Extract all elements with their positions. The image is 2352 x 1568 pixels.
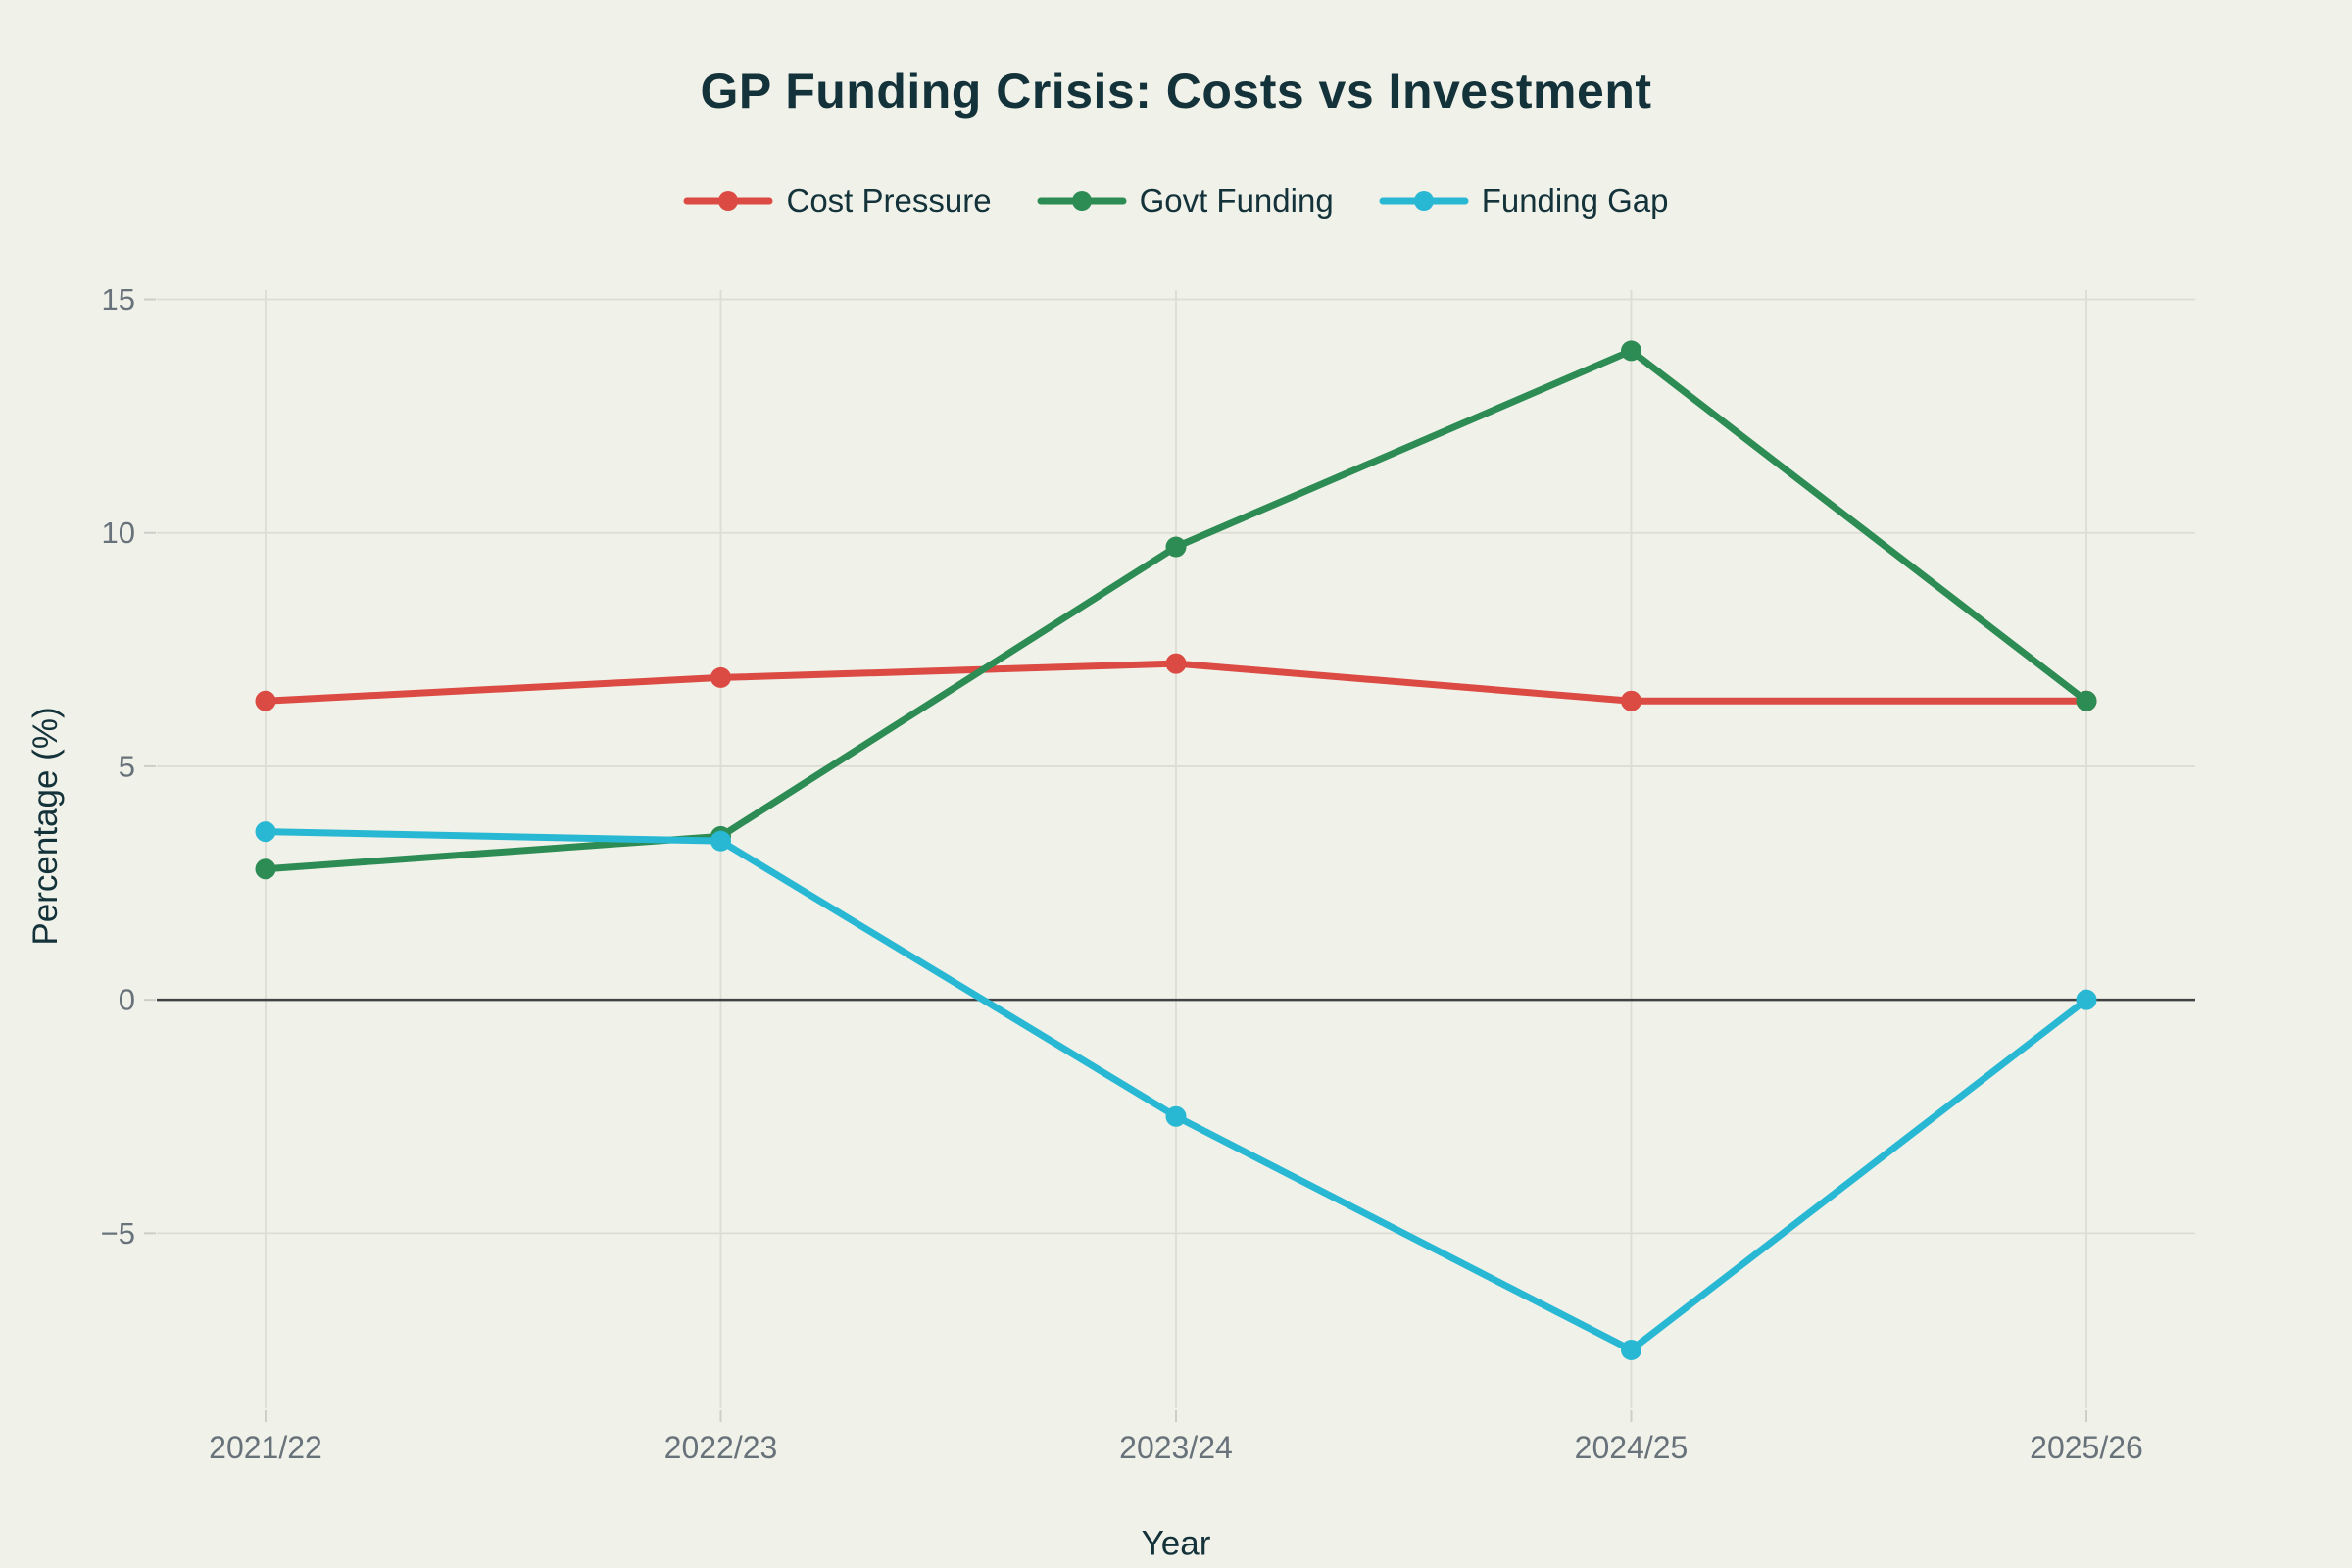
y-tick-label-5: −5 bbox=[101, 1216, 135, 1250]
data-point-govt-funding-2025-26 bbox=[2076, 690, 2097, 711]
legend-swatch-dot-cost-pressure bbox=[718, 191, 739, 211]
legend-swatch-dot-govt-funding bbox=[1071, 191, 1092, 211]
chart-title: GP Funding Crisis: Costs vs Investment bbox=[700, 64, 1652, 119]
data-series-layer bbox=[255, 340, 2097, 1360]
data-point-funding-gap-2023-24 bbox=[1165, 1105, 1187, 1127]
data-point-govt-funding-2023-24 bbox=[1165, 536, 1187, 558]
y-tick-label-15: 15 bbox=[102, 282, 135, 317]
x-tick-label-2023-24: 2023/24 bbox=[1119, 1430, 1233, 1465]
legend-item-cost-pressure: Cost Pressure bbox=[683, 182, 992, 220]
data-point-govt-funding-2024-25 bbox=[1621, 340, 1642, 362]
data-point-funding-gap-2021-22 bbox=[255, 821, 276, 843]
y-tick-label-5: 5 bbox=[119, 749, 135, 783]
horizontal-gridlines bbox=[157, 298, 2195, 1235]
legend-swatch-govt-funding bbox=[1037, 191, 1127, 211]
legend-swatch-cost-pressure bbox=[683, 191, 773, 211]
legend-label-cost-pressure: Cost Pressure bbox=[786, 182, 992, 219]
data-point-cost-pressure-2023-24 bbox=[1165, 653, 1187, 674]
x-tick-label-2024-25: 2024/25 bbox=[1575, 1430, 1689, 1465]
data-point-funding-gap-2024-25 bbox=[1621, 1339, 1642, 1360]
x-axis-title: Year bbox=[1142, 1525, 1211, 1563]
x-tick-label-2022-23: 2022/23 bbox=[664, 1430, 778, 1465]
legend-label-govt-funding: Govt Funding bbox=[1139, 182, 1334, 219]
data-point-funding-gap-2022-23 bbox=[710, 830, 731, 852]
legend-swatch-funding-gap bbox=[1379, 191, 1469, 211]
legend: Cost Pressure Govt Funding Funding Gap bbox=[0, 177, 2352, 224]
legend-item-funding-gap: Funding Gap bbox=[1379, 182, 1669, 220]
y-tick-label-0: 0 bbox=[119, 983, 135, 1017]
data-point-funding-gap-2025-26 bbox=[2076, 989, 2097, 1010]
legend-swatch-dot-funding-gap bbox=[1413, 191, 1434, 211]
data-point-govt-funding-2021-22 bbox=[255, 858, 276, 880]
x-tick-label-2021-22: 2021/22 bbox=[209, 1430, 322, 1465]
axis-tick-labels: 2021/22 2022/23 2023/24 2024/25 2025/26 −5 0 5 1… bbox=[101, 282, 2143, 1465]
legend-label-funding-gap: Funding Gap bbox=[1481, 182, 1669, 219]
y-axis-title: Percentage (%) bbox=[26, 707, 65, 945]
x-tick-label-2025-26: 2025/26 bbox=[2030, 1430, 2143, 1465]
data-point-cost-pressure-2021-22 bbox=[255, 690, 276, 711]
legend-item-govt-funding: Govt Funding bbox=[1037, 182, 1334, 220]
axis-tick-marks bbox=[144, 298, 2087, 1422]
y-tick-label-10: 10 bbox=[102, 515, 135, 550]
data-point-cost-pressure-2024-25 bbox=[1621, 690, 1642, 711]
data-point-cost-pressure-2022-23 bbox=[710, 666, 731, 688]
